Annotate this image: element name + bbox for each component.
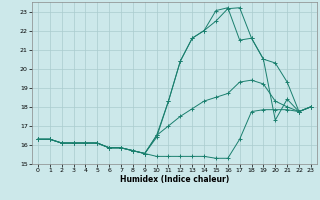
X-axis label: Humidex (Indice chaleur): Humidex (Indice chaleur) [120,175,229,184]
